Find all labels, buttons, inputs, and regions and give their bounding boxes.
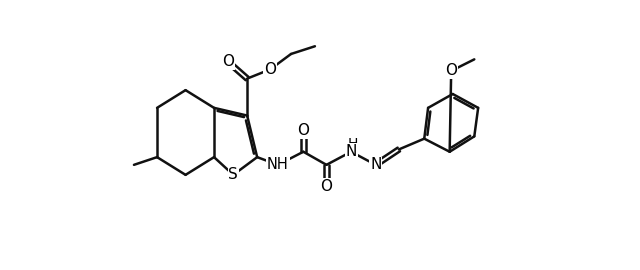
Text: O: O bbox=[222, 54, 234, 69]
Text: H: H bbox=[348, 137, 358, 151]
Text: O: O bbox=[445, 63, 457, 78]
Text: O: O bbox=[264, 62, 276, 77]
Text: O: O bbox=[321, 179, 332, 194]
Text: N: N bbox=[346, 144, 356, 159]
Text: NH: NH bbox=[267, 157, 289, 172]
Text: O: O bbox=[298, 123, 309, 139]
Text: N: N bbox=[370, 157, 381, 172]
Text: S: S bbox=[228, 167, 238, 182]
